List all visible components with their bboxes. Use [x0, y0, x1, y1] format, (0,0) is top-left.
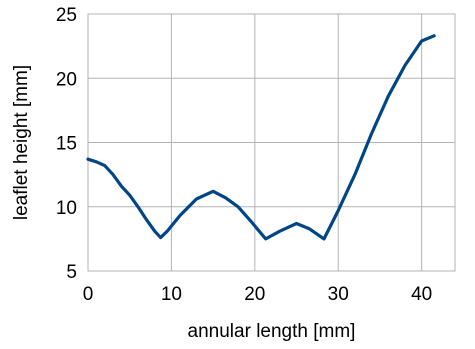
- plot-area-frame: [87, 13, 456, 272]
- x-axis-title: annular length [mm]: [188, 321, 356, 342]
- gridlines: [87, 13, 455, 272]
- y-tick-label: 20: [56, 69, 77, 90]
- x-tick-label: 0: [83, 284, 94, 305]
- y-tick-labels: 5 10 15 20 25: [56, 5, 77, 283]
- x-tick-labels: 0 10 20 30 40: [83, 284, 432, 305]
- y-tick-label: 5: [66, 262, 77, 283]
- series-lines: [86, 34, 436, 241]
- x-tick-label: 30: [328, 284, 349, 305]
- series-line-1: [86, 34, 436, 241]
- x-tick-label: 20: [244, 284, 265, 305]
- y-tick-label: 25: [56, 5, 77, 26]
- y-tick-label: 10: [56, 198, 77, 219]
- x-tick-label: 10: [161, 284, 182, 305]
- y-axis-title: leaflet height [mm]: [11, 65, 32, 220]
- y-tick-label: 15: [56, 134, 77, 155]
- x-tick-label: 40: [411, 284, 432, 305]
